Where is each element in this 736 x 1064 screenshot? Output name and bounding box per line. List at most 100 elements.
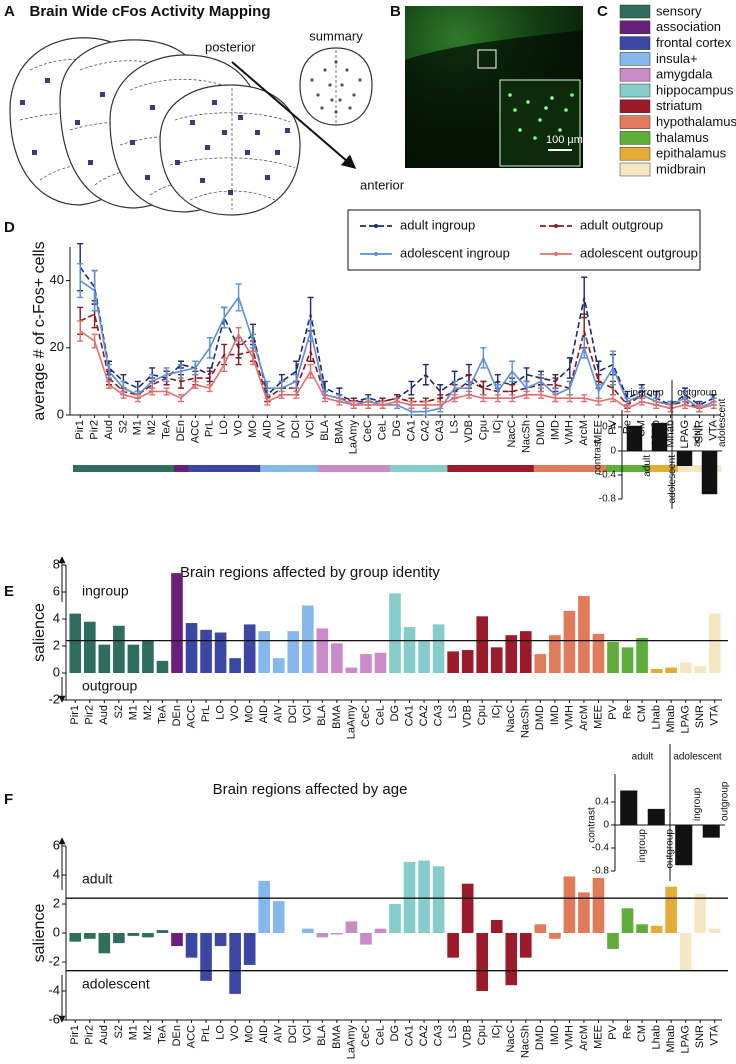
y-tick-label: 0 — [53, 924, 60, 939]
bar — [200, 629, 212, 673]
y-tick-label: 0 — [603, 820, 609, 831]
bar — [534, 654, 547, 673]
group-strip — [260, 465, 275, 472]
bar-label: outgroup — [719, 781, 730, 821]
bar — [708, 613, 721, 673]
legend-label: adult outgroup — [580, 217, 663, 232]
y-tick-label: -2 — [48, 953, 60, 968]
y-tick-label: 6 — [53, 583, 60, 598]
annotation: posterior — [205, 39, 256, 54]
group-strip — [217, 465, 232, 472]
bar — [665, 886, 677, 933]
bar — [185, 933, 198, 958]
bar — [229, 933, 241, 994]
legend-swatch — [619, 20, 651, 35]
group-strip — [375, 465, 391, 472]
x-tick-label: CA1 — [403, 705, 415, 726]
x-tick-label: Aud — [98, 1025, 110, 1045]
bar — [83, 621, 96, 673]
x-tick-label: DG — [389, 1025, 401, 1042]
x-tick-label: M2 — [142, 1025, 154, 1040]
bar-label: adolescent — [667, 455, 678, 504]
x-tick-label: CM — [636, 705, 648, 722]
y-tick-label: 6 — [53, 837, 60, 852]
bar — [127, 644, 140, 673]
x-tick-label: CA1 — [403, 1025, 415, 1046]
group-strip — [533, 465, 549, 472]
bar — [301, 605, 314, 673]
y-tick-label: -0.8 — [599, 494, 617, 505]
bar — [607, 933, 619, 949]
x-tick-label: BLA — [316, 704, 328, 725]
legend-dot — [374, 252, 378, 256]
x-tick-label: ACC — [189, 420, 201, 443]
x-tick-label: Cpu — [477, 420, 489, 440]
x-tick-label: Pir2 — [89, 420, 101, 440]
x-tick-label: M1 — [132, 420, 144, 435]
bar — [563, 610, 576, 673]
bar — [156, 660, 169, 673]
group-strip — [389, 465, 405, 472]
annotation: anterior — [360, 177, 405, 192]
bar — [243, 933, 256, 965]
group-strip — [346, 465, 362, 472]
bar — [316, 933, 329, 938]
bar — [665, 667, 677, 673]
group-strip — [116, 465, 131, 472]
bar — [360, 933, 372, 945]
x-tick-label: VDB — [462, 705, 474, 728]
bar — [374, 652, 387, 673]
x-tick-label: M2 — [142, 705, 154, 720]
x-tick-label: CeC — [360, 705, 372, 727]
brain-sections — [9, 37, 301, 216]
y-tick-label: -0.8 — [592, 866, 610, 877]
bar — [403, 627, 416, 673]
y-tick-label: 4 — [53, 610, 60, 625]
x-tick-label: PV — [607, 1024, 619, 1039]
bar — [316, 628, 329, 673]
annotation: outgroup — [82, 678, 137, 694]
x-tick-label: AIV — [273, 1024, 285, 1042]
bar — [331, 643, 343, 673]
bar — [214, 933, 227, 947]
bar — [69, 613, 82, 673]
bar — [519, 933, 532, 958]
group-strip — [447, 465, 463, 472]
x-tick-label: SNR — [694, 1025, 706, 1048]
group-strip — [620, 465, 635, 472]
bar — [287, 631, 300, 673]
x-tick-label: CA1 — [405, 420, 417, 441]
bar — [447, 933, 459, 958]
group-strip — [73, 465, 88, 472]
legend-swatch — [619, 83, 651, 98]
x-tick-label: SNR — [694, 705, 706, 728]
annotation: ingroup — [82, 583, 129, 599]
bar — [701, 451, 718, 495]
group-strip — [577, 465, 592, 472]
x-tick-label: VO — [229, 1025, 241, 1041]
x-tick-label: ArcM — [578, 420, 590, 446]
bar — [519, 631, 532, 673]
bar — [127, 933, 140, 936]
x-tick-label: CeL — [374, 1025, 386, 1045]
x-tick-label: DEn — [175, 420, 187, 441]
group-strip — [87, 465, 103, 472]
bar — [461, 883, 474, 933]
legend-swatch — [619, 99, 651, 114]
x-tick-label: ACC — [185, 705, 197, 728]
legend-swatch — [619, 146, 651, 161]
x-tick-label: LaAmy — [345, 705, 357, 740]
bar — [549, 635, 561, 673]
x-tick-label: LS — [447, 1025, 459, 1038]
bar — [476, 933, 489, 991]
bar — [345, 921, 358, 933]
bar — [476, 616, 489, 673]
x-tick-label: TeA — [156, 704, 168, 724]
bar — [490, 647, 503, 673]
bar — [578, 892, 590, 933]
bar — [331, 933, 343, 935]
x-tick-label: NacSh — [520, 1025, 532, 1058]
bar — [432, 866, 445, 933]
x-tick-label: Cpu — [476, 1025, 488, 1045]
